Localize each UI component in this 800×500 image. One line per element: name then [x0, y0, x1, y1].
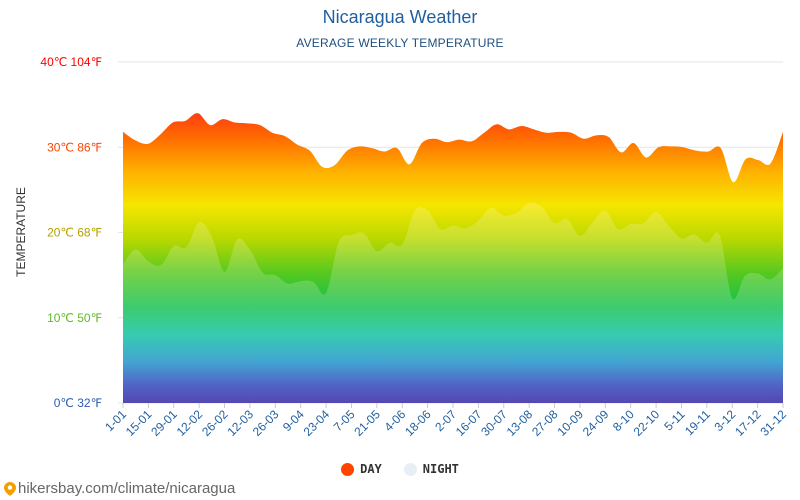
- x-tick-label: 19-11: [682, 407, 713, 438]
- x-tick-label: 22-10: [631, 407, 663, 439]
- x-tick-label: 17-12: [732, 407, 764, 439]
- y-axis-label: TEMPERATURE: [14, 187, 28, 277]
- source-text: hikersbay.com/climate/nicaragua: [18, 480, 236, 497]
- x-tick-label: 30-07: [478, 407, 510, 439]
- y-tick-label: 30℃ 86℉: [47, 140, 102, 154]
- x-tick-label: 12-02: [174, 407, 206, 439]
- y-axis-ticks: 0℃ 32℉ 10℃ 50℉ 20℃ 68℉ 30℃ 86℉ 40℃ 104℉: [40, 55, 102, 410]
- temperature-chart: 0℃ 32℉ 10℃ 50℉ 20℃ 68℉ 30℃ 86℉ 40℃ 104℉ 1-01…: [14, 55, 789, 439]
- x-tick-label: 24-09: [580, 407, 612, 439]
- y-tick-label: 20℃ 68℉: [47, 226, 102, 240]
- y-tick-label: 10℃ 50℉: [47, 311, 102, 325]
- x-tick-label: 15-01: [123, 407, 155, 439]
- legend-day-marker: [341, 462, 355, 476]
- x-tick-label: 31-12: [758, 407, 790, 439]
- x-tick-label: 23-04: [301, 407, 333, 439]
- y-tick-label: 0℃ 32℉: [54, 396, 102, 410]
- x-axis-ticks: 1-0115-0129-0112-0226-0212-0326-039-0423…: [102, 403, 789, 439]
- x-tick-label: 13-08: [504, 407, 536, 439]
- x-tick-label: 16-07: [453, 407, 485, 439]
- legend-item-night[interactable]: NIGHT: [403, 462, 459, 476]
- chart-title: Nicaragua Weather: [322, 7, 478, 27]
- x-tick-label: 21-05: [351, 407, 383, 439]
- legend-day-label: DAY: [360, 462, 382, 476]
- x-tick-label: 10-09: [554, 407, 586, 439]
- x-tick-label: 27-08: [529, 407, 561, 439]
- y-tick-label: 40℃ 104℉: [40, 55, 102, 69]
- legend-night-marker: [403, 462, 417, 476]
- legend-night-label: NIGHT: [422, 462, 459, 476]
- location-pin-icon: [4, 481, 16, 496]
- x-tick-label: 12-03: [224, 407, 256, 439]
- x-tick-label: 29-01: [148, 407, 180, 439]
- legend-item-day[interactable]: DAY: [341, 462, 382, 476]
- chart-legend: DAY NIGHT: [0, 462, 800, 476]
- x-tick-label: 26-03: [250, 407, 282, 439]
- x-tick-label: 26-02: [199, 407, 231, 439]
- source-link[interactable]: hikersbay.com/climate/nicaragua: [4, 480, 235, 497]
- chart-subtitle: AVERAGE WEEKLY TEMPERATURE: [296, 36, 504, 50]
- night-temperature-area: [123, 202, 783, 403]
- day-temperature-area: [123, 113, 783, 404]
- x-tick-label: 18-06: [402, 407, 434, 439]
